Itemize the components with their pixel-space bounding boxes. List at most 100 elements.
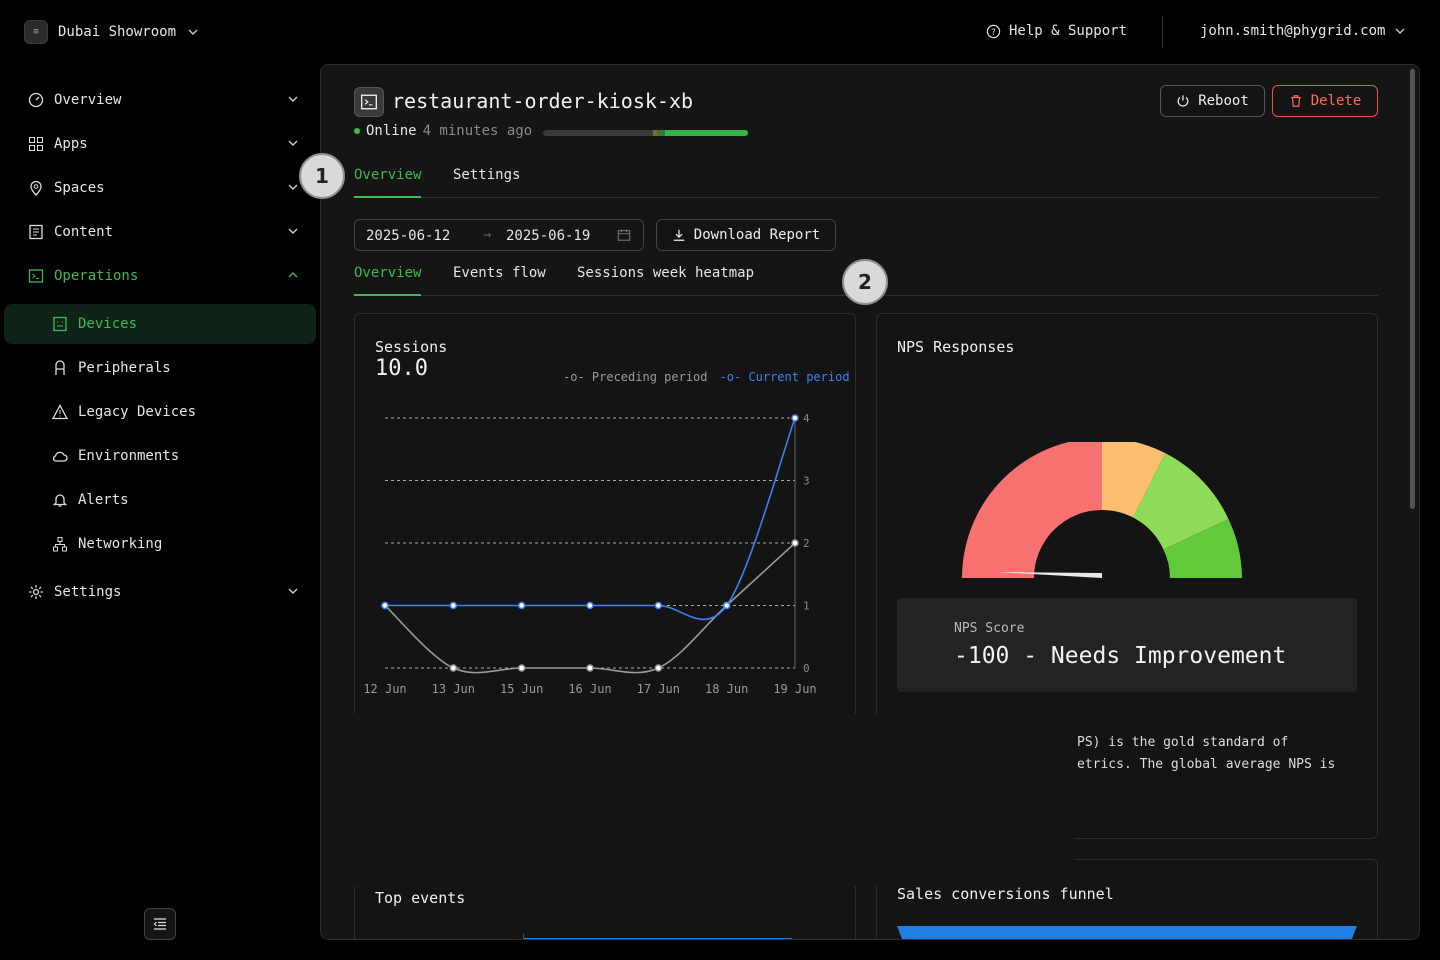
download-icon [673,229,685,241]
x-tick-label: 13 Jun [432,682,475,696]
help-circle-icon: ? [986,24,1001,38]
nps-gauge [962,442,1242,578]
preceding-data-point [517,664,526,672]
top-events-card: Top events [354,883,856,939]
grid-icon [29,137,43,151]
warning-icon [52,404,68,420]
nps-description-line2: etrics. The global average NPS is [1077,757,1336,772]
sidebar-item-peripherals[interactable]: Peripherals [0,348,320,388]
funnel-bar [897,926,1357,939]
sidebar-item-environments[interactable]: Environments [0,436,320,476]
date-range-picker[interactable]: 2025-06-12 → 2025-06-19 [354,219,644,251]
current-data-point [722,601,731,610]
annotation-badge-1: 1 [299,153,345,199]
collapse-menu-icon [153,918,166,930]
sessions-line-chart: 0 1 2 3 4 12 Jun 13 Jun 15 Jun 16 Jun 17 Jun 18 Ju… [363,412,816,696]
current-data-point [449,601,458,610]
sidebar-item-label: Overview [54,92,122,108]
terminal-icon [354,87,384,117]
sidebar-item-label: Content [54,224,114,240]
sidebar-item-overview[interactable]: Overview [0,80,320,120]
sidebar-item-label: Peripherals [78,360,171,376]
sidebar-item-label: Alerts [78,492,129,508]
preceding-data-point [449,664,458,672]
sidebar-item-legacy-devices[interactable]: Legacy Devices [0,392,320,432]
nps-score-value: -100 - Needs Improvement [954,643,1287,669]
x-tick-label: 15 Jun [500,682,543,696]
preceding-data-point [654,664,663,672]
nps-title: NPS Responses [897,338,1015,356]
current-data-point [791,414,799,422]
last-seen-text: 4 minutes ago [422,123,533,139]
preceding-data-point [586,664,594,672]
legend-current: -o- Current period [719,370,850,384]
x-tick-label: 16 Jun [568,682,611,696]
tab-settings[interactable]: Settings [453,167,521,183]
x-tick-label: 12 Jun [363,682,406,696]
end-date[interactable]: 2025-06-19 [506,228,591,244]
sidebar-item-operations[interactable]: Operations [0,256,320,296]
current-data-point [654,601,663,610]
nps-description-line1: PS) is the gold standard of [1077,735,1289,750]
help-label: Help & Support [1009,23,1128,39]
y-tick-label: 3 [803,475,810,488]
sidebar-item-content[interactable]: Content [0,212,320,252]
download-report-button[interactable]: Download Report [656,219,836,251]
top-event-bar [524,938,792,939]
sidebar-item-label: Apps [54,136,88,152]
y-tick-label: 0 [803,662,810,675]
sidebar-item-alerts[interactable]: Alerts [0,480,320,520]
divider [1162,16,1163,48]
online-dot [354,128,360,134]
current-data-point [586,601,594,610]
chevron-down-icon [1395,28,1405,34]
chevron-up-icon [288,272,298,278]
collapse-sidebar-button[interactable] [144,908,176,940]
sidebar-item-spaces[interactable]: Spaces [0,168,320,208]
subtab-overview[interactable]: Overview [354,265,422,281]
trash-icon [1290,95,1301,107]
chevron-down-icon [288,96,298,102]
scrollbar[interactable] [1410,69,1415,509]
sidebar-item-devices[interactable]: Devices [4,304,316,344]
map-pin-icon [30,180,42,196]
gear-icon [29,585,43,599]
sidebar-item-networking[interactable]: Networking [0,524,320,564]
user-email: john.smith@phygrid.com [1200,23,1386,39]
sidebar-item-label: Spaces [54,180,105,196]
sessions-value: 10.0 [375,356,428,381]
gauge-segment-promoters-low [1132,453,1229,550]
workspace-switcher[interactable]: ≡ Dubai Showroom [24,20,200,44]
device-status: Online 4 minutes ago [354,123,532,139]
start-date[interactable]: 2025-06-12 [366,228,451,244]
active-subtab-indicator [354,294,421,296]
sidebar-item-apps[interactable]: Apps [0,124,320,164]
top-bar: ≡ Dubai Showroom ? Help & Support john.s… [0,0,1440,64]
y-tick-label: 2 [803,537,810,550]
tab-overview[interactable]: Overview [354,167,422,183]
reboot-button[interactable]: Reboot [1160,85,1265,117]
nps-score-label: NPS Score [954,621,1025,636]
help-support-link[interactable]: ? Help & Support [986,23,1127,39]
top-events-title: Top events [375,889,466,907]
chevron-down-icon [288,140,298,146]
cloud-icon [52,451,68,462]
active-tab-indicator [354,196,421,198]
subtab-events-flow[interactable]: Events flow [453,265,546,281]
gauge-segment-promoters-high [1163,519,1242,578]
current-period-line [385,417,796,621]
calendar-icon [617,229,631,241]
sidebar-item-label: Operations [54,268,139,284]
chart-legend: -o- Preceding period -o- Current period [563,370,850,384]
axis-tick [523,934,524,939]
y-tick-label: 1 [803,600,810,613]
user-menu[interactable]: john.smith@phygrid.com [1200,23,1407,39]
annotation-badge-2: 2 [842,259,888,305]
chevron-down-icon [288,228,298,234]
sidebar-item-settings[interactable]: Settings [0,572,320,612]
subtab-sessions-heatmap[interactable]: Sessions week heatmap [577,265,755,281]
current-data-point [517,601,526,610]
sidebar-item-label: Settings [54,584,122,600]
delete-button[interactable]: Delete [1272,85,1378,117]
gauge-needle [996,572,1102,578]
